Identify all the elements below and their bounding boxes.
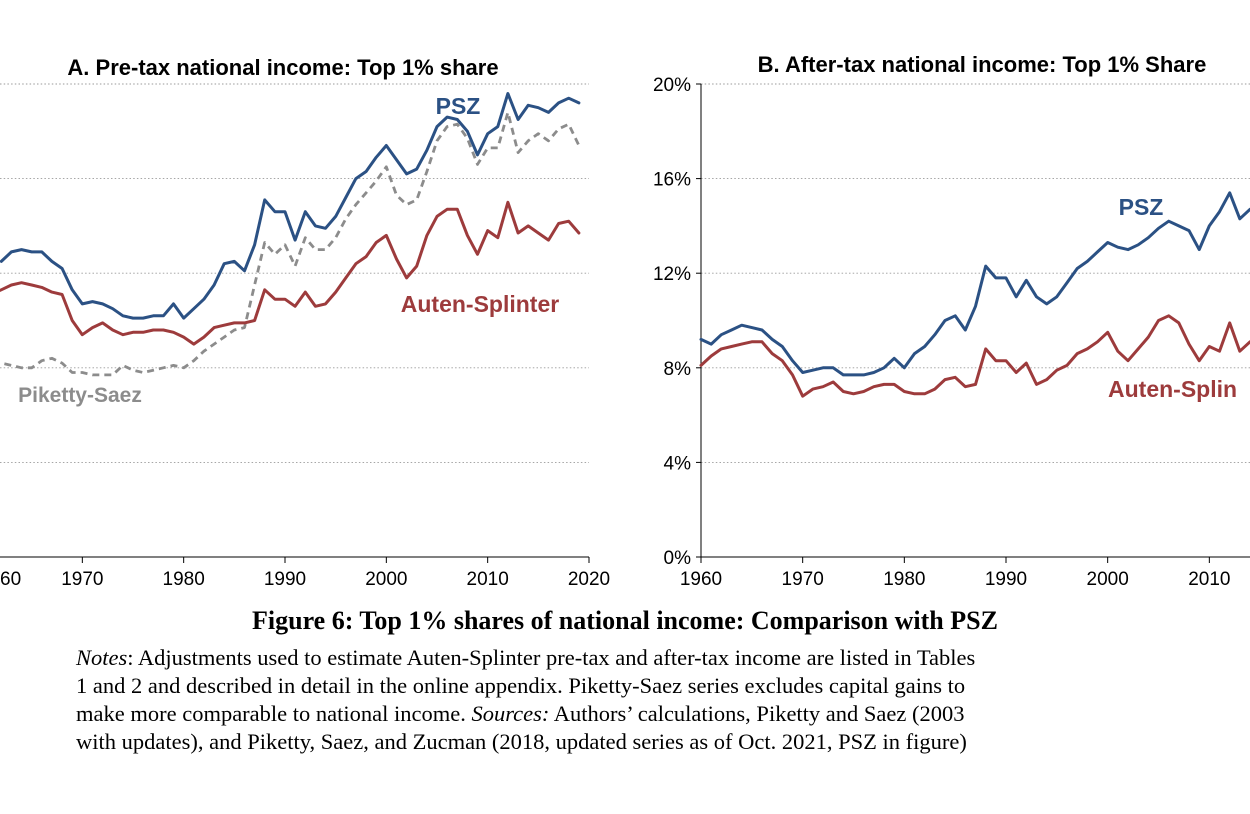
y-tick-label-b-12: 12%: [653, 264, 691, 285]
series-line-a-psz: [0, 92, 581, 320]
y-tick-label-b-20: 20%: [653, 75, 691, 96]
panel-b: B. After-tax national income: Top 1% Sha…: [653, 52, 1250, 590]
panel-a-axes: 60 1970 1980 1990 2000 2010 2020: [0, 556, 610, 590]
x-tick-label-a-1960: 60: [0, 569, 21, 590]
x-tick-label-b-1970: 1970: [782, 569, 824, 590]
x-tick-label-b-2010: 2010: [1188, 569, 1230, 590]
x-tick-label-a-1980: 1980: [163, 569, 205, 590]
panel-b-grid: [701, 83, 1250, 463]
x-tick-label-a-1970: 1970: [61, 569, 103, 590]
x-tick-label-a-2010: 2010: [467, 569, 509, 590]
notes-line-3: make more comparable to national income.…: [76, 700, 1206, 728]
figure-caption-title: Figure 6: Top 1% shares of national inco…: [252, 606, 998, 635]
panel-a-series: [0, 92, 581, 377]
series-line-a-piketty-saez: [0, 111, 581, 377]
notes-line-3-text-b: Authors’ calculations, Piketty and Saez …: [549, 701, 965, 726]
psz-label-b: PSZ: [1119, 194, 1164, 220]
sources-label: Sources:: [471, 701, 550, 726]
auten-splinter-label-a: Auten-Splinter: [401, 291, 559, 317]
y-tick-label-b-0: 0%: [664, 548, 692, 569]
x-tick-label-a-1990: 1990: [264, 569, 306, 590]
x-tick-label-b-2000: 2000: [1087, 569, 1129, 590]
panel-b-labels: PSZ Auten-Splin: [1108, 194, 1237, 402]
x-tick-label-b-1980: 1980: [883, 569, 925, 590]
series-line-a-auten-splinter: [0, 200, 581, 346]
y-tick-label-b-8: 8%: [664, 359, 692, 380]
notes-line-4: with updates), and Piketty, Saez, and Zu…: [76, 729, 967, 754]
panel-b-title: B. After-tax national income: Top 1% Sha…: [758, 52, 1207, 77]
x-tick-label-a-2000: 2000: [365, 569, 407, 590]
y-tick-label-b-16: 16%: [653, 170, 691, 191]
auten-splinter-label-b: Auten-Splin: [1108, 376, 1237, 402]
panel-b-series: [699, 191, 1250, 398]
notes-label: Notes: [76, 645, 128, 670]
panel-b-axes: 0% 4% 8% 12% 16% 20% 1960 1970 1980 1990 2000 2010: [653, 75, 1250, 590]
series-line-b-psz: [699, 191, 1250, 377]
notes-line-2: 1 and 2 and described in detail in the o…: [76, 673, 966, 698]
panel-a-labels: PSZ Auten-Splinter Piketty-Saez: [18, 93, 559, 407]
notes-line-1-text: : Adjustments used to estimate Auten-Spl…: [127, 645, 976, 670]
psz-label-a: PSZ: [436, 93, 481, 119]
y-tick-label-b-4: 4%: [664, 453, 692, 474]
notes-line-3-text-a: make more comparable to national income.: [76, 701, 472, 726]
chart-canvas: A. Pre-tax national income: Top 1% share…: [0, 52, 1250, 590]
panel-a-title: A. Pre-tax national income: Top 1% share: [67, 55, 498, 80]
x-tick-label-b-1990: 1990: [985, 569, 1027, 590]
piketty-saez-label: Piketty-Saez: [18, 384, 142, 407]
x-tick-label-a-2020: 2020: [568, 569, 610, 590]
notes-line-1: Notes: Adjustments used to estimate Aute…: [76, 644, 1206, 672]
figure-notes: Notes: Adjustments used to estimate Aute…: [76, 644, 1206, 756]
panel-a: A. Pre-tax national income: Top 1% share…: [0, 55, 610, 590]
series-line-b-auten-splinter: [699, 314, 1250, 398]
x-tick-label-b-1960: 1960: [680, 569, 722, 590]
